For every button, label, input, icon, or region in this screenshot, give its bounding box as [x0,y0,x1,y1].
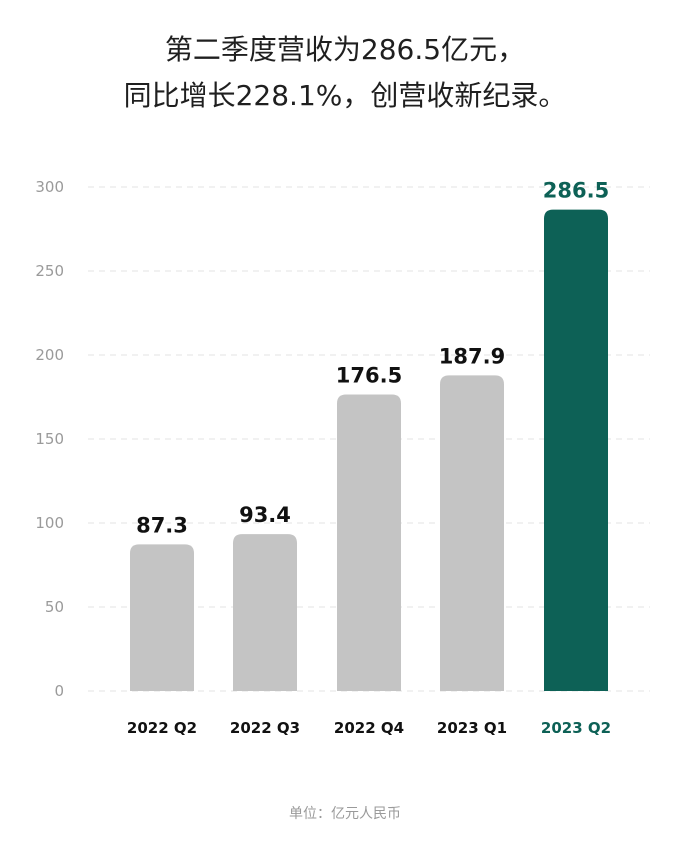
bar-2022-q3 [233,534,297,691]
y-tick-label: 300 [35,178,64,196]
chart-title-line-1: 第二季度营收为286.5亿元， [164,33,526,66]
bar-value-label: 176.5 [336,363,402,387]
bar-value-label: 93.4 [239,503,291,527]
y-tick-label: 250 [35,262,64,280]
y-tick-label: 150 [35,430,64,448]
bar-2023-q2 [544,209,608,691]
x-category-label: 2023 Q1 [437,719,507,737]
bar-2023-q1 [440,375,504,691]
bar-value-label: 187.9 [439,344,505,368]
unit-note: 单位：亿元人民币 [289,806,401,822]
chart-title-line-2: 同比增长228.1%，创营收新纪录。 [123,79,567,112]
bar-2022-q4 [337,394,401,691]
y-tick-label: 200 [35,346,64,364]
y-tick-label: 50 [45,598,64,616]
x-category-label: 2022 Q4 [334,719,404,737]
y-tick-label: 0 [54,682,64,700]
bar-value-label: 286.5 [543,179,609,203]
bar-chart: 0 50 100 150 200 250 300 87.3 2022 Q2 93.4 2022 Q3… [35,178,650,737]
bar-value-label: 87.3 [136,513,188,537]
x-category-label: 2023 Q2 [541,719,611,737]
y-tick-label: 100 [35,514,64,532]
x-category-label: 2022 Q3 [230,719,300,737]
x-category-label: 2022 Q2 [127,719,197,737]
bar-2022-q2 [130,544,194,691]
